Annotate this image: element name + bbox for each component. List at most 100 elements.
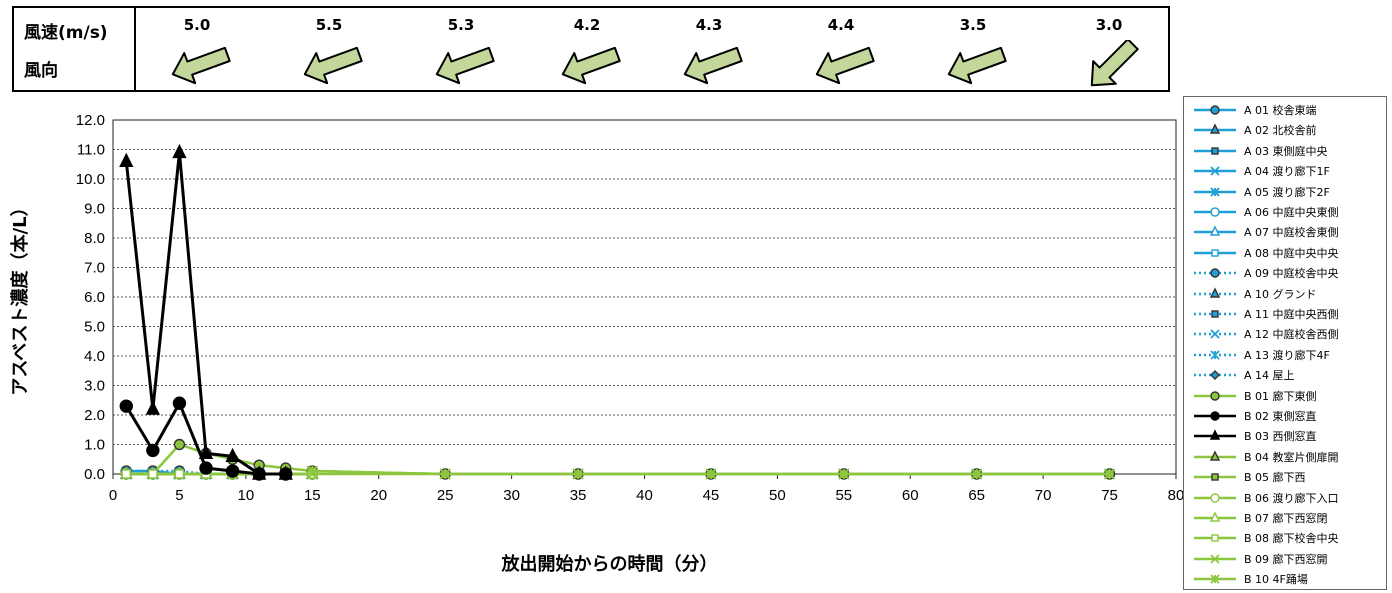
- data-point: [1211, 473, 1219, 481]
- legend-symbol: [1194, 147, 1236, 155]
- legend-item: B 01 廊下東側: [1190, 386, 1384, 406]
- legend-item: B 04 教室片側扉開: [1190, 447, 1384, 467]
- wind-speed-label: 風速(m/s): [24, 23, 108, 43]
- legend-item: B 08 廊下校舎中央: [1190, 528, 1384, 548]
- data-point: [172, 143, 187, 159]
- wind-speed-value: 5.0: [183, 16, 211, 34]
- legend-item: B 05 廊下西: [1190, 467, 1384, 487]
- data-point: [1210, 350, 1220, 360]
- x-tick-label: 25: [437, 487, 454, 504]
- data-point: [1210, 390, 1220, 401]
- data-point: [146, 443, 160, 458]
- legend-item: A 11 中庭中央西側: [1190, 304, 1384, 324]
- legend-label: B 10 4F踊場: [1244, 573, 1308, 587]
- data-point: [1209, 225, 1221, 237]
- y-tick-label: 3.0: [84, 378, 105, 395]
- legend-item: A 07 中庭校舎東側: [1190, 222, 1384, 242]
- legend-label: A 14 屋上: [1244, 369, 1295, 383]
- x-tick-label: 15: [304, 487, 321, 504]
- legend-label: B 01 廊下東側: [1244, 389, 1317, 403]
- legend-symbol: [1194, 310, 1236, 318]
- y-tick-label: 4.0: [84, 348, 105, 365]
- data-point: [306, 465, 318, 477]
- x-tick-label: 55: [835, 487, 852, 504]
- x-axis-label: 放出開始からの時間（分）: [501, 553, 718, 575]
- data-point: [252, 465, 267, 480]
- data-point: [119, 399, 133, 413]
- legend-item: A 02 北校舎前: [1190, 120, 1384, 140]
- x-tick-label: 75: [1101, 487, 1118, 504]
- legend-label: A 09 中庭校舎中央: [1244, 267, 1339, 281]
- wind-speed-value: 4.2: [573, 16, 601, 34]
- legend-label: A 11 中庭中央西側: [1244, 308, 1339, 321]
- x-tick-label: 0: [109, 487, 117, 504]
- data-point: [1210, 166, 1220, 176]
- data-point: [1210, 105, 1220, 115]
- y-tick-label: 10.0: [76, 171, 105, 188]
- x-tick-label: 40: [636, 487, 653, 504]
- legend-label: B 07 廊下西窓閉: [1244, 512, 1328, 525]
- legend-symbol: [1194, 492, 1236, 503]
- y-tick-label: 8.0: [84, 230, 105, 247]
- data-point: [1209, 287, 1221, 298]
- data-point: [1210, 554, 1220, 564]
- y-tick-label: 2.0: [84, 407, 105, 424]
- y-axis-label: アスベスト濃度（本/L）: [9, 198, 31, 395]
- data-point: [199, 461, 213, 475]
- wind-cell: 4.2: [532, 8, 642, 90]
- data-point: [838, 468, 850, 480]
- data-point: [1210, 411, 1220, 421]
- wind-arrow-icon: [815, 46, 875, 85]
- wind-speed-value: 4.3: [695, 16, 723, 34]
- legend-label: B 05 廊下西: [1244, 471, 1306, 485]
- wind-direction-label: 風向: [24, 61, 58, 81]
- data-point: [1211, 249, 1219, 257]
- data-point: [1209, 429, 1221, 441]
- data-point: [572, 468, 584, 480]
- data-point: [1210, 268, 1220, 278]
- legend-item: B 07 廊下西窓閉: [1190, 508, 1384, 528]
- y-tick-label: 11.0: [77, 142, 105, 159]
- legend-label: A 13 渡り廊下4F: [1244, 348, 1330, 362]
- legend-label: B 06 渡り廊下入口: [1244, 491, 1339, 505]
- data-point: [705, 468, 717, 480]
- series-group: [306, 465, 1116, 480]
- legend-item: B 10 4F踊場: [1190, 569, 1384, 589]
- x-tick-label: 10: [238, 487, 255, 504]
- legend-label: A 07 中庭校舎東側: [1244, 226, 1339, 240]
- legend-symbol: [1194, 390, 1236, 401]
- legend-symbol: [1194, 207, 1236, 217]
- wind-arrow-icon: [561, 46, 621, 85]
- legend-symbol: [1194, 287, 1236, 298]
- wind-arrow-icon: [947, 46, 1007, 85]
- legend-symbol: [1194, 225, 1236, 237]
- legend-label: B 09 廊下西窓開: [1244, 552, 1328, 566]
- wind-cell: 5.0: [142, 8, 252, 90]
- legend-symbol: [1194, 329, 1236, 340]
- wind-cell: 3.0: [1054, 8, 1164, 90]
- data-point: [121, 469, 131, 479]
- y-tick-label: 0.0: [84, 466, 105, 483]
- plot-area: [112, 119, 1177, 475]
- x-tick-label: 60: [902, 487, 919, 504]
- data-point: [1209, 123, 1221, 135]
- wind-speed-value: 3.5: [959, 16, 987, 34]
- wind-cell: 3.5: [918, 8, 1028, 90]
- legend-label: A 04 渡り廊下1F: [1244, 165, 1330, 179]
- x-tick-label: 35: [570, 487, 587, 504]
- wind-table: 風速(m/s) 風向 5.0 5.5 5.3 4.2 4.3 4.4 3.5 3.0: [12, 6, 1170, 92]
- x-tick-label: 65: [968, 487, 985, 504]
- legend-symbol: [1194, 574, 1236, 584]
- data-point: [439, 468, 451, 480]
- legend-label: B 02 東側窓直: [1244, 410, 1317, 423]
- data-point: [174, 469, 185, 479]
- data-point: [173, 438, 186, 451]
- data-point: [225, 447, 240, 462]
- legend-symbol: [1194, 123, 1236, 135]
- y-tick-label: 12.0: [76, 112, 105, 129]
- legend-symbol: [1194, 534, 1236, 543]
- y-tick-label: 5.0: [84, 319, 105, 336]
- wind-arrow-icon: [1090, 40, 1139, 87]
- data-point: [1210, 370, 1220, 381]
- legend-symbol: [1194, 429, 1236, 441]
